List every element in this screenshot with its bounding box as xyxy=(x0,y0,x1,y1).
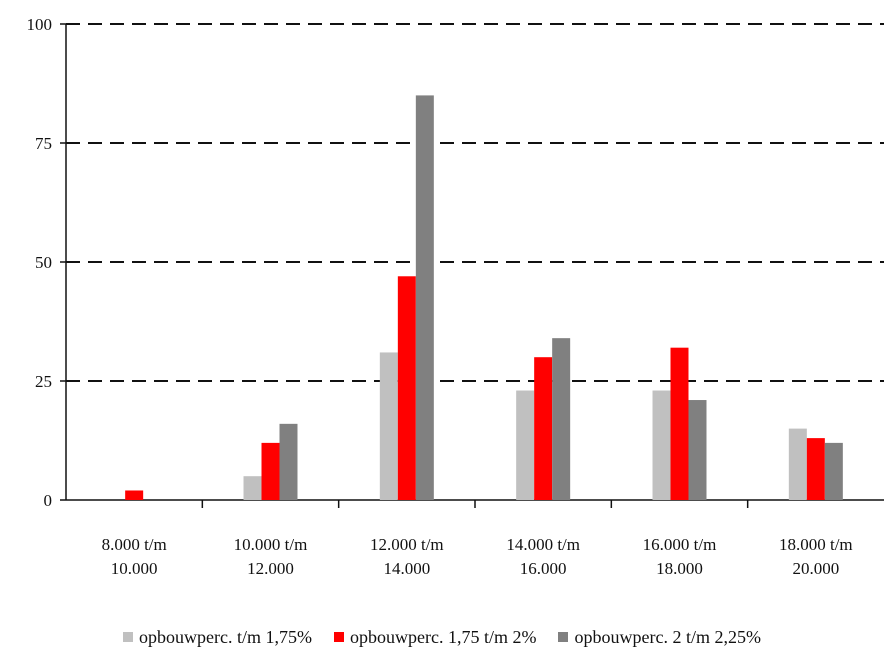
legend-item: opbouwperc. t/m 1,75% xyxy=(123,627,312,648)
gridlines xyxy=(66,23,884,382)
legend-label: opbouwperc. 2 t/m 2,25% xyxy=(574,626,761,647)
x-tick-labels: 8.000 t/m 10.000 10.000 t/m 12.000 12.000 t/… xyxy=(102,535,853,578)
x-tick-label: 8.000 t/m 10.000 xyxy=(102,535,167,578)
x-tick-label: 18.000 t/m 20.000 xyxy=(779,535,853,578)
bar xyxy=(279,423,298,500)
legend-item: opbouwperc. 1,75 t/m 2% xyxy=(334,627,536,648)
bar xyxy=(516,390,535,500)
y-tick-label: 75 xyxy=(35,134,52,153)
y-tick-label: 0 xyxy=(44,491,53,510)
legend: opbouwperc. t/m 1,75% opbouwperc. 1,75 t… xyxy=(0,622,884,652)
bar xyxy=(379,352,398,500)
legend-label: opbouwperc. 1,75 t/m 2% xyxy=(350,626,537,647)
y-tick-labels: 0 25 50 75 100 xyxy=(27,15,53,510)
y-tick-label: 100 xyxy=(27,15,53,34)
bar xyxy=(125,490,144,500)
x-tick-label: 10.000 t/m 12.000 xyxy=(234,535,308,578)
bar xyxy=(552,338,571,500)
bar xyxy=(688,400,707,500)
y-tick-label: 50 xyxy=(35,253,52,272)
bar xyxy=(652,390,671,500)
legend-swatch xyxy=(334,632,345,642)
axes xyxy=(60,23,884,508)
bar xyxy=(806,438,825,500)
bar xyxy=(397,276,416,500)
bar xyxy=(415,95,434,501)
bar xyxy=(824,442,843,500)
bar xyxy=(243,476,262,500)
bar xyxy=(670,347,689,500)
x-tick-label: 14.000 t/m 16.000 xyxy=(506,535,580,578)
x-tick-label: 16.000 t/m 18.000 xyxy=(643,535,717,578)
bar xyxy=(788,428,807,500)
x-tick-label: 12.000 t/m 14.000 xyxy=(370,535,444,578)
bar xyxy=(261,442,280,500)
legend-item: opbouwperc. 2 t/m 2,25% xyxy=(558,626,761,648)
legend-swatch xyxy=(558,632,569,642)
bar-chart: 0 25 50 75 100 8.000 t/m 10.000 10.000 t/m 12.0… xyxy=(27,15,884,578)
bar xyxy=(534,357,553,500)
legend-swatch xyxy=(123,632,134,642)
legend-label: opbouwperc. t/m 1,75% xyxy=(139,626,313,647)
y-tick-label: 25 xyxy=(35,372,52,391)
bars xyxy=(125,95,843,501)
